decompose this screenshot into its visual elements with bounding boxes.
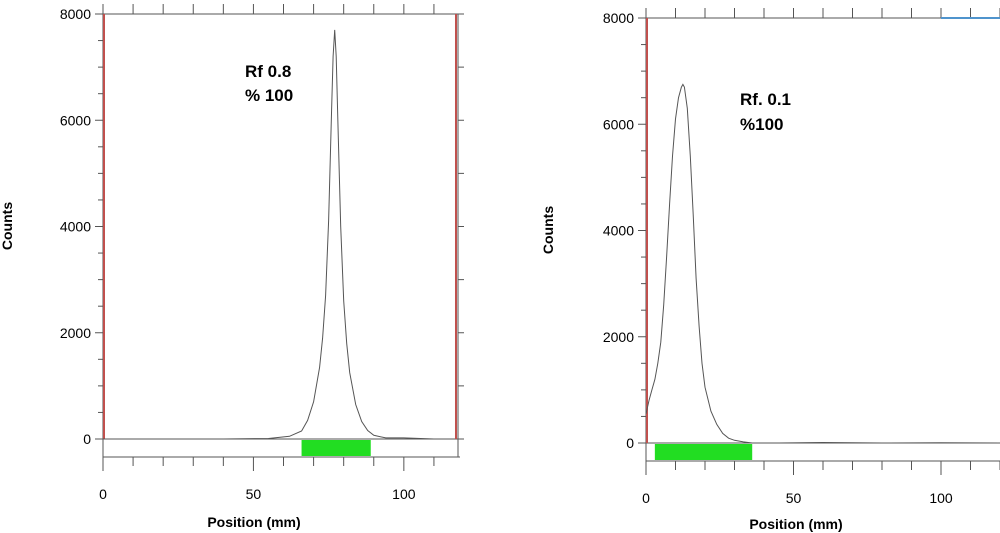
x-tick-label: 100 xyxy=(929,490,953,506)
plot-area: 0 2000 4000 6000 8000 0 50 100 xyxy=(60,4,464,502)
annotation-line-2: % 100 xyxy=(245,86,293,105)
chart-left: 0 2000 4000 6000 8000 0 50 100 Rf 0.8 % 100 Pos… xyxy=(0,4,464,530)
y-tick-label: 4000 xyxy=(603,223,634,239)
plot-area: 0 2000 4000 6000 8000 0 50 100 xyxy=(603,8,1000,506)
y-tick-label: 2000 xyxy=(60,325,91,341)
annotation-line-1: Rf 0.8 xyxy=(245,62,291,81)
y-tick-label: 4000 xyxy=(60,219,91,235)
y-tick-label: 8000 xyxy=(603,10,634,26)
annotation-line-1: Rf. 0.1 xyxy=(740,90,791,109)
x-tick-label: 50 xyxy=(786,490,802,506)
y-axis-label: Counts xyxy=(0,202,15,250)
x-axis-label: Position (mm) xyxy=(207,514,300,530)
y-tick-label: 6000 xyxy=(60,112,91,128)
y-tick-label: 6000 xyxy=(603,116,634,132)
x-tick-label: 100 xyxy=(392,486,416,502)
annotation-line-2: %100 xyxy=(740,115,783,134)
y-tick-label: 8000 xyxy=(60,6,91,22)
y-tick-label: 0 xyxy=(83,431,91,447)
chart-right: 0 2000 4000 6000 8000 0 50 100 Rf. 0.1 %100 Pos… xyxy=(540,8,1000,532)
y-tick-label: 0 xyxy=(626,435,634,451)
y-axis-label: Counts xyxy=(540,206,556,254)
integration-band xyxy=(654,444,753,460)
series-line xyxy=(645,83,1000,444)
integration-band xyxy=(301,440,371,456)
x-tick-label: 0 xyxy=(642,490,650,506)
x-tick-label: 50 xyxy=(246,486,262,502)
x-axis-label: Position (mm) xyxy=(749,516,842,532)
y-tick-label: 2000 xyxy=(603,329,634,345)
x-tick-label: 0 xyxy=(99,486,107,502)
series-line xyxy=(103,29,434,440)
